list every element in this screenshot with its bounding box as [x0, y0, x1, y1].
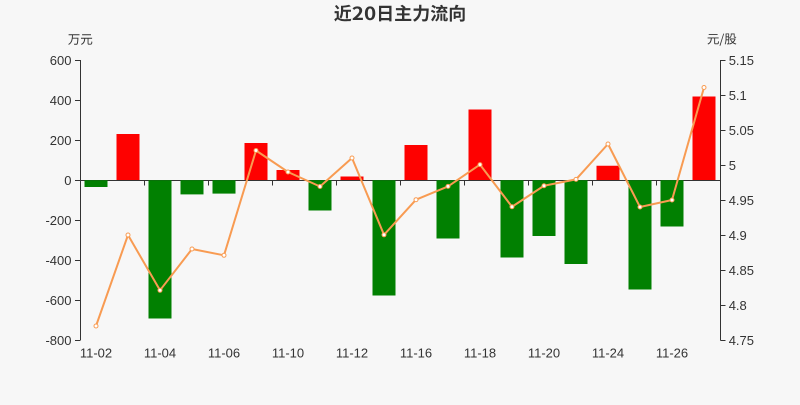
- svg-text:11-18: 11-18: [464, 346, 496, 361]
- svg-text:11-12: 11-12: [336, 346, 368, 361]
- svg-text:-400: -400: [45, 253, 71, 268]
- svg-text:11-04: 11-04: [144, 346, 176, 361]
- svg-text:-200: -200: [45, 213, 71, 228]
- svg-text:11-06: 11-06: [208, 346, 240, 361]
- svg-text:200: 200: [50, 133, 72, 148]
- svg-text:4.9: 4.9: [729, 228, 747, 243]
- svg-text:4.95: 4.95: [729, 193, 754, 208]
- svg-text:0: 0: [64, 173, 71, 188]
- svg-text:4.75: 4.75: [729, 333, 754, 348]
- svg-text:4.85: 4.85: [729, 263, 754, 278]
- svg-text:5.05: 5.05: [729, 123, 754, 138]
- svg-text:5: 5: [729, 158, 736, 173]
- svg-text:11-16: 11-16: [400, 346, 432, 361]
- svg-text:-800: -800: [45, 333, 71, 348]
- svg-text:11-10: 11-10: [272, 346, 304, 361]
- svg-text:5.1: 5.1: [729, 88, 747, 103]
- svg-text:11-02: 11-02: [80, 346, 112, 361]
- svg-text:5.15: 5.15: [729, 53, 754, 68]
- svg-text:400: 400: [50, 93, 72, 108]
- svg-text:4.8: 4.8: [729, 298, 747, 313]
- svg-text:600: 600: [50, 53, 72, 68]
- svg-text:11-26: 11-26: [656, 346, 688, 361]
- svg-text:11-20: 11-20: [528, 346, 560, 361]
- svg-text:11-24: 11-24: [592, 346, 624, 361]
- svg-text:-600: -600: [45, 293, 71, 308]
